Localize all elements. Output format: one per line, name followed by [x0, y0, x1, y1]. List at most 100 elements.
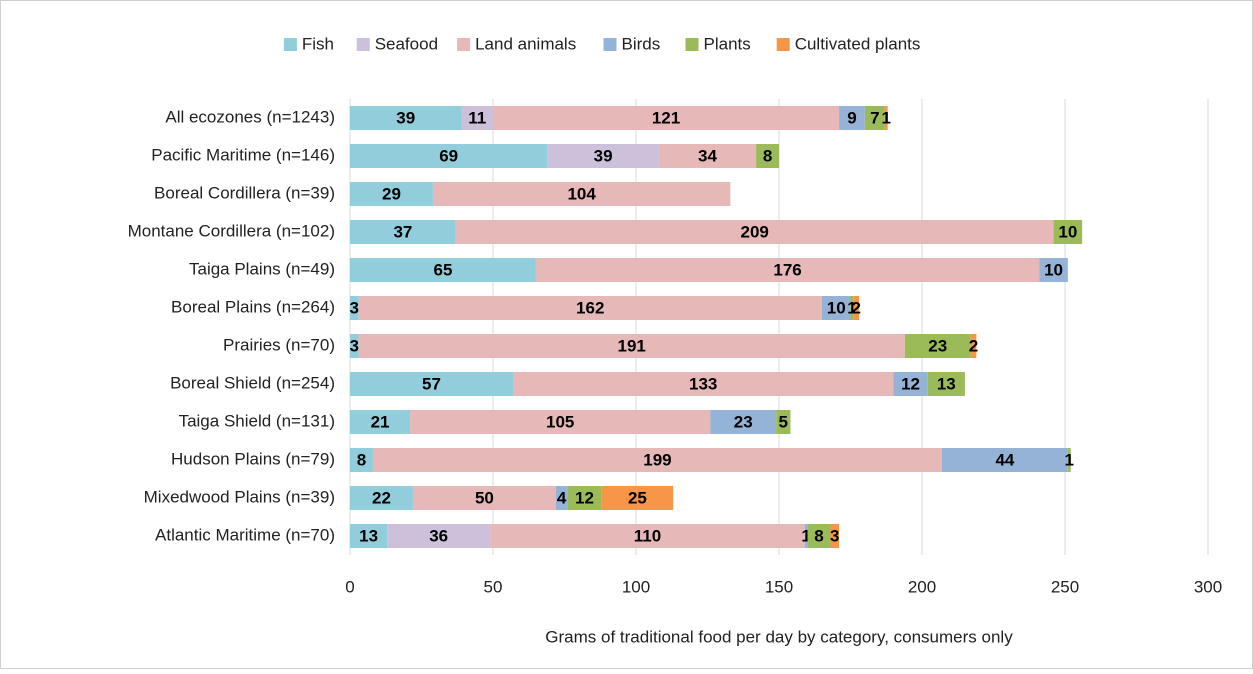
data-label: 23 — [734, 412, 753, 431]
bar-segment — [350, 220, 456, 244]
bar-segment — [821, 296, 851, 320]
bar-segment — [970, 334, 977, 358]
bar-segment — [490, 524, 805, 548]
data-label: 34 — [698, 146, 717, 165]
data-label: 105 — [546, 412, 574, 431]
legend-swatch — [685, 38, 699, 51]
data-label: 133 — [689, 374, 717, 393]
y-tick-label: Boreal Plains (n=264) — [171, 297, 335, 316]
bar-segment — [410, 410, 711, 434]
legend-swatch — [776, 38, 790, 51]
data-label: 199 — [643, 450, 671, 469]
data-label: 12 — [901, 374, 920, 393]
bar-segment — [432, 182, 731, 206]
y-tick-label: Taiga Plains (n=49) — [189, 259, 335, 278]
bar-segment — [1039, 258, 1068, 282]
bar-segment — [658, 144, 757, 168]
legend-label: Birds — [622, 34, 661, 53]
bar-segment — [756, 144, 779, 168]
bar-segment — [350, 334, 359, 358]
data-label: 13 — [937, 374, 956, 393]
legend-label: Seafood — [375, 34, 438, 53]
bar-segment — [547, 144, 659, 168]
legend-swatch — [356, 38, 370, 51]
bar-segment — [555, 486, 568, 510]
bar-segment — [513, 372, 894, 396]
bar-segment — [853, 296, 860, 320]
bar-segment — [830, 524, 840, 548]
data-label: 22 — [372, 488, 391, 507]
data-label: 23 — [928, 336, 947, 355]
data-label: 21 — [371, 412, 390, 431]
bar-segment — [535, 258, 1040, 282]
bar-segment — [904, 334, 971, 358]
data-label: 2 — [969, 336, 978, 355]
bar-segment — [942, 448, 1068, 472]
data-label: 50 — [475, 488, 494, 507]
y-tick-label: Mixedwood Plains (n=39) — [144, 487, 335, 506]
legend-label: Plants — [704, 34, 751, 53]
bar-segment — [850, 296, 854, 320]
data-label: 191 — [618, 336, 646, 355]
bar-segment — [1053, 220, 1083, 244]
bar-segment — [350, 144, 548, 168]
data-label: 8 — [357, 450, 366, 469]
bar-segment — [804, 524, 808, 548]
data-label: 1 — [1065, 450, 1074, 469]
bar-segment — [776, 410, 791, 434]
bar-segment — [350, 296, 359, 320]
x-axis-title: Grams of traditional food per day by cat… — [545, 627, 1013, 646]
data-label: 29 — [382, 184, 401, 203]
bar-segment — [455, 220, 1054, 244]
y-tick-label: Pacific Maritime (n=146) — [151, 145, 335, 164]
data-label: 11 — [468, 108, 486, 127]
data-label: 176 — [773, 260, 801, 279]
bar-segment — [493, 106, 840, 130]
bar-segment — [601, 486, 674, 510]
data-label: 44 — [995, 450, 1014, 469]
data-label: 57 — [422, 374, 441, 393]
bar-segment — [1067, 448, 1071, 472]
data-label: 9 — [847, 108, 856, 127]
data-label: 8 — [763, 146, 772, 165]
bar-segment — [864, 106, 885, 130]
data-label: 162 — [576, 298, 604, 317]
data-label: 4 — [557, 488, 567, 507]
bar-segment — [350, 258, 536, 282]
bar-segment — [350, 106, 462, 130]
bar-segment — [567, 486, 602, 510]
bar-segment — [927, 372, 965, 396]
x-tick-label: 200 — [908, 577, 936, 596]
data-label: 1 — [801, 526, 810, 545]
data-label: 13 — [359, 526, 378, 545]
data-label: 8 — [814, 526, 823, 545]
data-label: 209 — [741, 222, 769, 241]
data-label: 25 — [628, 488, 647, 507]
bar-segment — [884, 106, 888, 130]
data-label: 65 — [433, 260, 452, 279]
data-label: 110 — [634, 526, 661, 545]
bar-segment — [358, 334, 905, 358]
data-label: 37 — [393, 222, 412, 241]
data-label: 121 — [652, 108, 680, 127]
y-tick-label: All ecozones (n=1243) — [165, 107, 335, 126]
data-label: 7 — [870, 108, 879, 127]
y-tick-label: Boreal Shield (n=254) — [170, 373, 335, 392]
bar-segment — [893, 372, 928, 396]
bar-segment — [807, 524, 831, 548]
y-tick-label: Taiga Shield (n=131) — [179, 411, 335, 430]
data-label: 10 — [827, 298, 846, 317]
bar-segment — [412, 486, 556, 510]
bar-segment — [372, 448, 943, 472]
x-tick-label: 300 — [1194, 577, 1222, 596]
data-label: 5 — [779, 412, 788, 431]
y-tick-label: Boreal Cordillera (n=39) — [154, 183, 335, 202]
bar-segment — [350, 182, 433, 206]
data-label: 39 — [396, 108, 415, 127]
data-label: 3 — [350, 336, 359, 355]
legend-swatch — [283, 38, 297, 51]
y-tick-label: Montane Cordillera (n=102) — [128, 221, 335, 240]
data-label: 39 — [594, 146, 613, 165]
legend-label: Land animals — [475, 34, 576, 53]
